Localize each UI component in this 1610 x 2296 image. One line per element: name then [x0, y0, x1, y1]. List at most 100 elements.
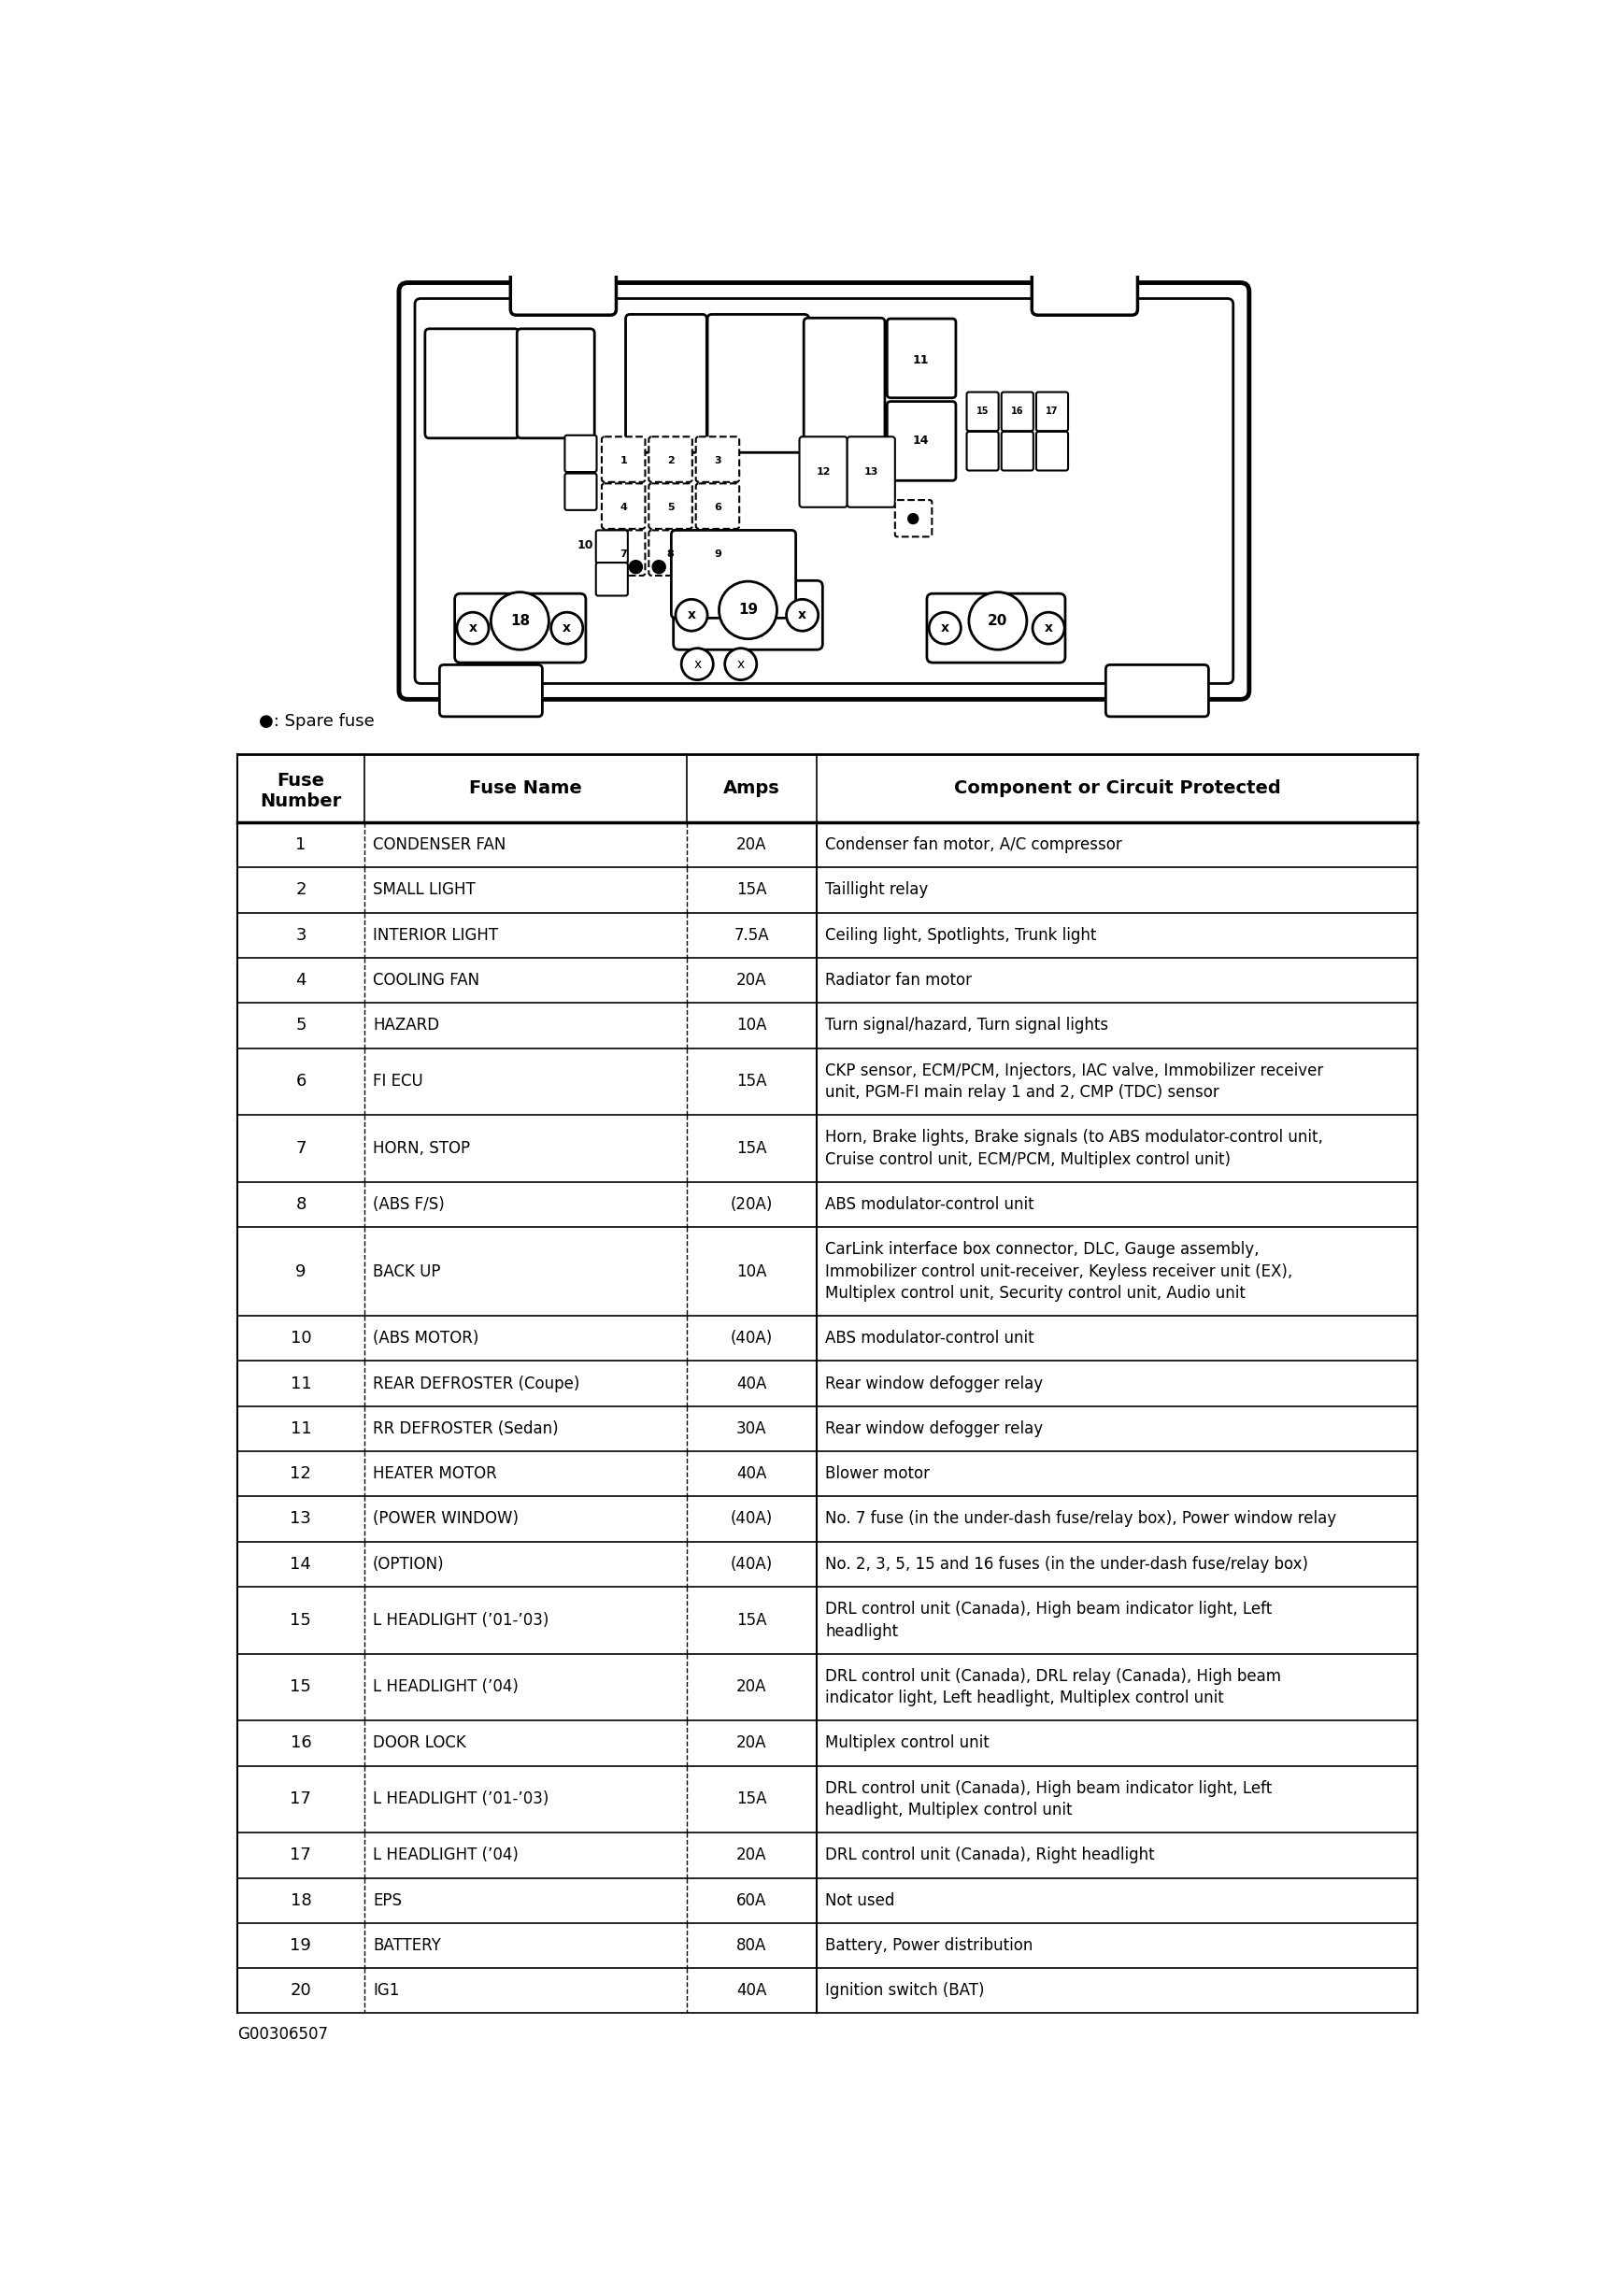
Text: x: x: [737, 657, 744, 670]
FancyBboxPatch shape: [696, 484, 739, 528]
Text: Turn signal/hazard, Turn signal lights: Turn signal/hazard, Turn signal lights: [826, 1017, 1109, 1033]
Text: 20A: 20A: [736, 1846, 766, 1864]
Text: 2: 2: [667, 457, 675, 466]
FancyBboxPatch shape: [565, 436, 597, 473]
Text: 40A: 40A: [736, 1465, 766, 1483]
Text: 15A: 15A: [736, 882, 766, 898]
Circle shape: [929, 613, 961, 643]
Circle shape: [551, 613, 583, 643]
Text: Radiator fan motor: Radiator fan motor: [826, 971, 972, 990]
Text: x: x: [469, 622, 477, 634]
Text: 7: 7: [620, 549, 626, 558]
Text: 6: 6: [713, 503, 721, 512]
Text: Taillight relay: Taillight relay: [826, 882, 929, 898]
Circle shape: [969, 592, 1027, 650]
Circle shape: [786, 599, 818, 631]
Text: 18: 18: [290, 1892, 311, 1908]
FancyBboxPatch shape: [966, 393, 998, 432]
Circle shape: [720, 581, 778, 638]
Text: 8: 8: [667, 549, 675, 558]
Text: 14: 14: [913, 434, 929, 448]
Text: 4: 4: [296, 971, 306, 990]
Text: 30A: 30A: [736, 1421, 766, 1437]
Text: x: x: [940, 622, 950, 634]
FancyBboxPatch shape: [1037, 393, 1067, 432]
Text: 20A: 20A: [736, 971, 766, 990]
Text: 20A: 20A: [736, 836, 766, 854]
Text: 15: 15: [290, 1678, 311, 1694]
Text: SMALL LIGHT: SMALL LIGHT: [374, 882, 475, 898]
FancyBboxPatch shape: [399, 282, 1249, 700]
Circle shape: [491, 592, 549, 650]
Text: 7: 7: [296, 1141, 306, 1157]
FancyBboxPatch shape: [696, 530, 739, 576]
Text: Rear window defogger relay: Rear window defogger relay: [826, 1375, 1043, 1391]
Text: (40A): (40A): [731, 1511, 773, 1527]
FancyBboxPatch shape: [596, 530, 628, 563]
Text: 4: 4: [620, 503, 628, 512]
Text: IG1: IG1: [374, 1981, 399, 2000]
Text: 9: 9: [713, 549, 721, 558]
Text: 6: 6: [296, 1072, 306, 1091]
Text: CKP sensor, ECM/PCM, Injectors, IAC valve, Immobilizer receiver
unit, PGM-FI mai: CKP sensor, ECM/PCM, Injectors, IAC valv…: [826, 1063, 1323, 1102]
Text: DRL control unit (Canada), Right headlight: DRL control unit (Canada), Right headlig…: [826, 1846, 1154, 1864]
Text: 10: 10: [290, 1329, 311, 1348]
Text: 5: 5: [667, 503, 675, 512]
Text: x: x: [1045, 622, 1053, 634]
Text: (ABS MOTOR): (ABS MOTOR): [374, 1329, 478, 1348]
Text: CONDENSER FAN: CONDENSER FAN: [374, 836, 506, 854]
Text: No. 2, 3, 5, 15 and 16 fuses (in the under-dash fuse/relay box): No. 2, 3, 5, 15 and 16 fuses (in the und…: [826, 1557, 1309, 1573]
Text: x: x: [563, 622, 572, 634]
Text: 19: 19: [290, 1938, 311, 1954]
Text: 20A: 20A: [736, 1678, 766, 1694]
FancyBboxPatch shape: [602, 436, 646, 482]
FancyBboxPatch shape: [671, 530, 795, 618]
Text: COOLING FAN: COOLING FAN: [374, 971, 480, 990]
FancyBboxPatch shape: [1001, 432, 1034, 471]
Text: Battery, Power distribution: Battery, Power distribution: [826, 1938, 1034, 1954]
Text: x: x: [799, 608, 807, 622]
FancyBboxPatch shape: [649, 484, 692, 528]
Text: REAR DEFROSTER (Coupe): REAR DEFROSTER (Coupe): [374, 1375, 580, 1391]
FancyBboxPatch shape: [565, 473, 597, 510]
Circle shape: [628, 560, 642, 574]
Text: Blower motor: Blower motor: [826, 1465, 931, 1483]
FancyBboxPatch shape: [440, 666, 543, 716]
Text: 1: 1: [296, 836, 306, 854]
Text: Multiplex control unit: Multiplex control unit: [826, 1736, 990, 1752]
FancyBboxPatch shape: [510, 269, 617, 315]
FancyBboxPatch shape: [649, 530, 692, 576]
Text: 11: 11: [913, 354, 929, 367]
FancyBboxPatch shape: [696, 436, 739, 482]
FancyBboxPatch shape: [847, 436, 895, 507]
FancyBboxPatch shape: [454, 595, 586, 664]
Text: Number: Number: [261, 792, 341, 810]
Circle shape: [724, 647, 757, 680]
Text: 12: 12: [290, 1465, 311, 1483]
Text: 10: 10: [576, 540, 592, 551]
Text: DRL control unit (Canada), High beam indicator light, Left
headlight: DRL control unit (Canada), High beam ind…: [826, 1600, 1272, 1639]
FancyBboxPatch shape: [927, 595, 1066, 664]
Text: L HEADLIGHT (’01-’03): L HEADLIGHT (’01-’03): [374, 1791, 549, 1807]
Text: 20: 20: [290, 1981, 311, 2000]
FancyBboxPatch shape: [602, 530, 646, 576]
Text: 14: 14: [290, 1557, 311, 1573]
Circle shape: [676, 599, 707, 631]
Text: 15A: 15A: [736, 1612, 766, 1628]
Text: HAZARD: HAZARD: [374, 1017, 440, 1033]
Text: 15A: 15A: [736, 1141, 766, 1157]
Text: 17: 17: [1046, 406, 1058, 416]
Text: 60A: 60A: [736, 1892, 766, 1908]
Text: L HEADLIGHT (’04): L HEADLIGHT (’04): [374, 1846, 518, 1864]
Text: 16: 16: [1011, 406, 1024, 416]
Text: 2: 2: [296, 882, 306, 898]
FancyBboxPatch shape: [1001, 393, 1034, 432]
Text: HEATER MOTOR: HEATER MOTOR: [374, 1465, 497, 1483]
Text: ●: Spare fuse: ●: Spare fuse: [259, 714, 375, 730]
Text: HORN, STOP: HORN, STOP: [374, 1141, 470, 1157]
FancyBboxPatch shape: [415, 298, 1233, 684]
FancyBboxPatch shape: [966, 432, 998, 471]
Text: ABS modulator-control unit: ABS modulator-control unit: [826, 1196, 1035, 1212]
FancyBboxPatch shape: [596, 563, 628, 595]
Text: 17: 17: [290, 1791, 311, 1807]
